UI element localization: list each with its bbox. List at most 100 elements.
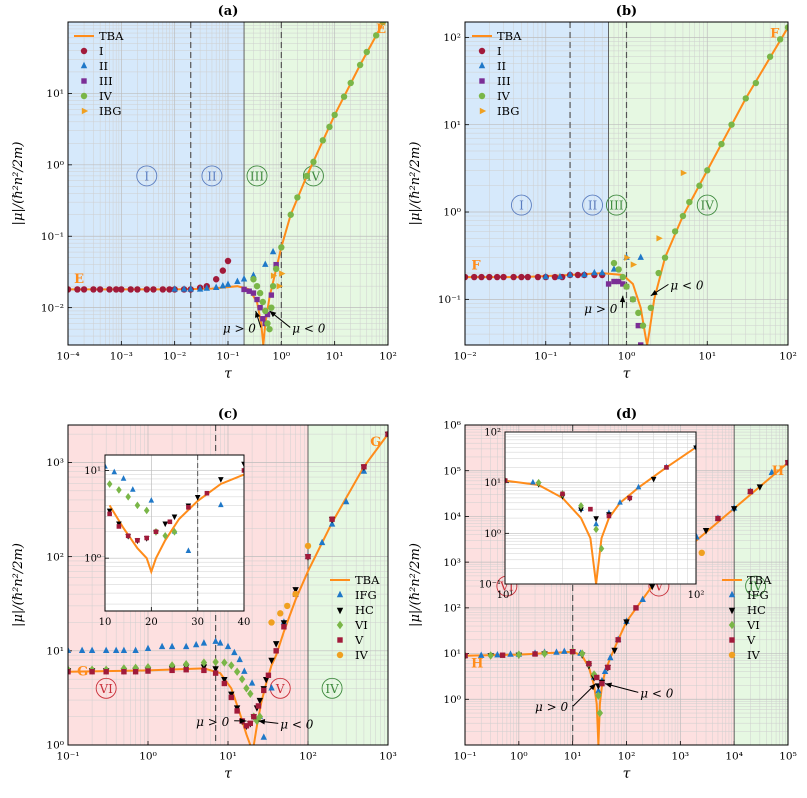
- panel-a-point-ii: [196, 285, 204, 292]
- panel-d-xlabel: τ: [623, 766, 631, 782]
- panel-d-inset-y-tick-label: 10⁰: [484, 529, 501, 540]
- panel-d-point-vi: [487, 651, 494, 660]
- panel-a-point-iv: [385, 11, 391, 17]
- panel-a-point-iv: [372, 32, 380, 39]
- panel-d-inset-point-v: [664, 465, 669, 470]
- panel-a-point-iv: [264, 320, 271, 327]
- panel-c-legend-marker: [336, 607, 344, 615]
- panel-c-point-hc: [200, 664, 208, 671]
- panel-d-annotation-arrowhead: [589, 683, 596, 691]
- panel-b-point-iv: [704, 167, 711, 174]
- panel-a-x-tick-label: 10⁻⁴: [56, 351, 79, 363]
- panel-c-point-ifg: [102, 646, 110, 654]
- panel-a: 10⁻⁴ 10⁻³ 10⁻² 10⁻¹ 10⁰ 10¹ 10² 10⁻² 10⁻¹ 10⁰ 10¹ I…: [11, 4, 397, 382]
- panel-b-corner-label: F: [770, 26, 780, 41]
- panel-c-point-v: [329, 516, 335, 522]
- panel-d-inset-point-vi: [578, 501, 584, 510]
- panel-b-y-tick-label: 10¹: [443, 119, 461, 131]
- panel-a-point-ii: [250, 271, 257, 278]
- panel-b-point-i: [551, 273, 559, 281]
- panel-a-y-tick-label: 10⁰: [46, 160, 64, 172]
- panel-d-legend-label: IFG: [747, 588, 769, 602]
- panel-d-ylabel: |μ|/(ℏ²n²/2m): [408, 543, 423, 627]
- panel-a-point-iii: [246, 288, 252, 294]
- panel-b-legend-label: I: [497, 44, 502, 58]
- panel-a-legend-label: IV: [99, 89, 113, 103]
- panel-b-point-iv: [619, 273, 627, 281]
- panel-d-point-v: [465, 652, 468, 659]
- panel-a-point-i: [150, 286, 157, 293]
- panel-a-region: [68, 22, 245, 345]
- panel-c-legend-label: VI: [354, 618, 368, 632]
- panel-b-annotation-arrowhead: [650, 289, 658, 296]
- panel-d-legend-marker: [728, 651, 736, 659]
- panel-d-corner-label: H: [772, 464, 784, 479]
- panel-b-region-label: I: [519, 199, 524, 213]
- panel-c-xlabel: τ: [224, 766, 232, 782]
- panel-c-point-v: [385, 431, 388, 437]
- panel-b-point-iv: [635, 309, 642, 317]
- panel-b-corner-label: F: [471, 258, 481, 273]
- panel-a-y-tick-label: 10¹: [46, 88, 64, 100]
- panel-d-point-vi: [596, 708, 604, 718]
- panel-c-point-v: [255, 703, 262, 709]
- panel-b-point-iv: [742, 95, 749, 102]
- panel-c-inset-point-v: [107, 511, 112, 517]
- panel-a-point-iv: [294, 194, 301, 201]
- panel-c-point-ifg: [200, 639, 208, 646]
- panel-c-inset-point-ifg: [120, 475, 127, 481]
- panel-d-point-ifg: [607, 653, 614, 661]
- panel-d-corner-label: H: [471, 656, 483, 671]
- panel-d-y-tick-label: 10¹: [443, 648, 461, 660]
- panel-d-legend-marker: [728, 590, 736, 598]
- panel-c-point-vi: [228, 661, 235, 670]
- panel-c-point-ifg: [68, 646, 72, 654]
- panel-a-point-i: [96, 286, 104, 293]
- panel-a-point-iv: [250, 276, 257, 283]
- panel-d-point-ifg: [601, 667, 609, 674]
- panel-b-point-iii: [615, 278, 622, 285]
- panel-c-point-vi: [168, 661, 176, 670]
- panel-b-point-iv: [728, 121, 735, 128]
- panel-b-point-i: [574, 271, 582, 279]
- panel-a-point-iv: [331, 111, 338, 119]
- panel-b-point-ibg: [680, 169, 688, 177]
- panel-b-point-ibg: [656, 235, 663, 242]
- panel-a-point-ii: [219, 281, 227, 289]
- panel-b-point-iv: [629, 296, 637, 303]
- panel-c-inset-point-v: [116, 524, 122, 529]
- panel-c-point-ifg: [88, 646, 96, 654]
- panel-b-point-iii: [605, 281, 612, 287]
- panel-c-point-iv: [304, 542, 312, 550]
- panel-b-point-i: [478, 273, 485, 281]
- panel-a-point-ii: [234, 277, 241, 285]
- panel-b-annotation: μ < 0: [670, 278, 703, 292]
- panel-d-legend-label: HC: [747, 603, 766, 617]
- panel-c-inset-point-v: [167, 519, 173, 525]
- panel-c-point-vi: [233, 667, 241, 676]
- panel-d-legend-label: TBA: [747, 573, 772, 587]
- panel-a-point-i: [143, 286, 150, 293]
- panel-c-point-vi: [256, 712, 264, 721]
- panel-c-inset-x-tick-label: 30: [191, 617, 204, 628]
- panel-c-inset-point-ifg: [185, 547, 192, 554]
- panel-d-inset-frame: [504, 431, 697, 585]
- panel-b-point-iv: [679, 212, 687, 220]
- panel-a-legend-marker: [80, 92, 88, 100]
- panel-d-x-tick-label: 10²: [618, 751, 636, 763]
- panel-a-corner-label: E: [74, 272, 84, 287]
- panel-c-inset-point-v: [241, 468, 244, 473]
- panel-c-point-vi: [243, 684, 250, 693]
- panel-d-inset-point-ifg: [593, 520, 599, 527]
- panel-a-point-i: [224, 257, 232, 265]
- panel-d-point-vi: [595, 691, 602, 700]
- panel-b-region-label-circle: [582, 194, 604, 216]
- panel-c-point-v: [121, 669, 127, 675]
- panel-a-point-iv: [259, 298, 267, 306]
- panel-d-inset-point-hc: [650, 476, 657, 483]
- panel-c-x-tick-label: 10⁰: [139, 751, 157, 763]
- panel-c-inset-point-hc: [106, 508, 113, 515]
- panel-a-point-i: [134, 286, 141, 293]
- panel-c-point-iv: [268, 619, 275, 626]
